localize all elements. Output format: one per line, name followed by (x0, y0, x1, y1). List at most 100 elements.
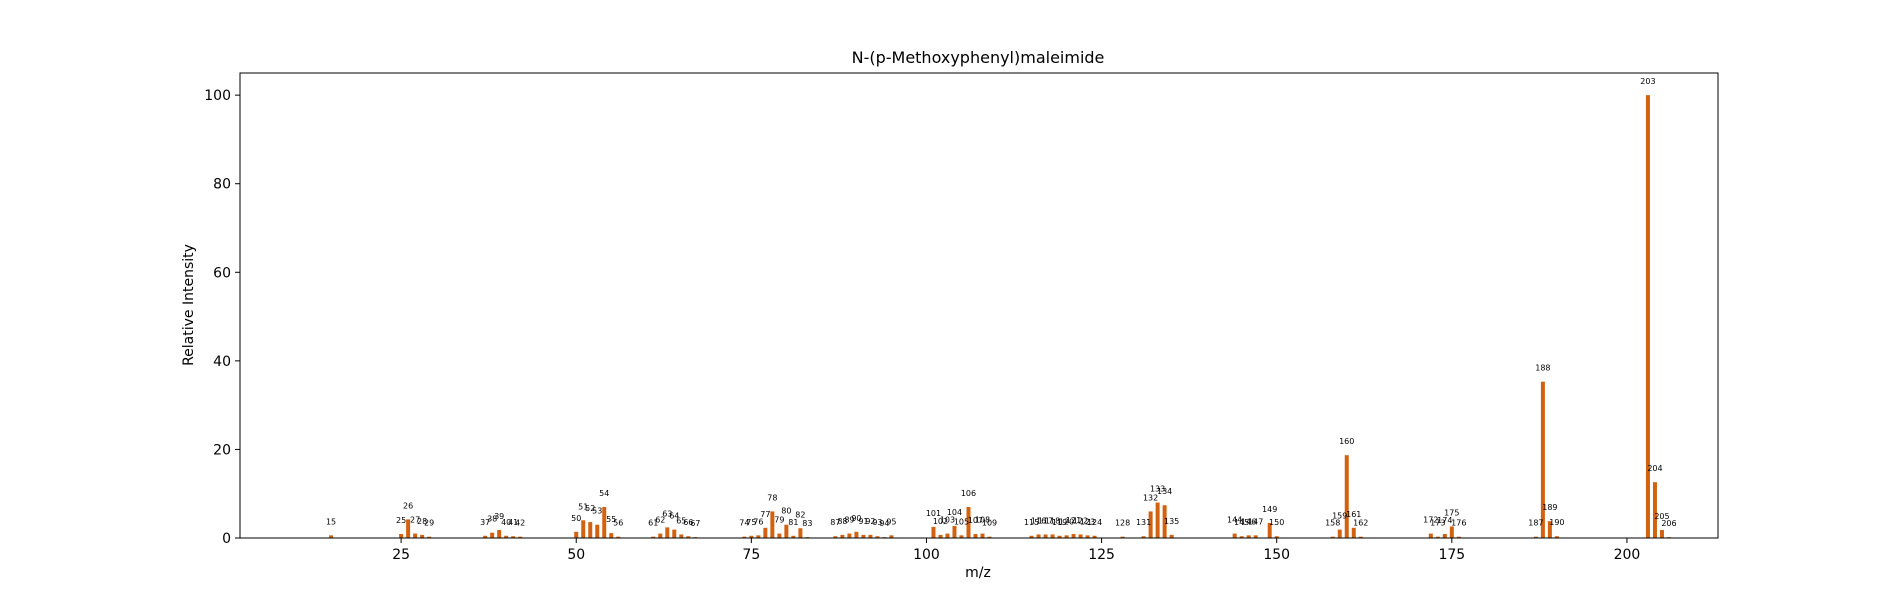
peak-bar-144 (1232, 533, 1237, 538)
peak-label-91: 91 (858, 517, 868, 526)
y-tick-label: 60 (213, 265, 231, 281)
peak-label-133: 133 (1150, 485, 1165, 494)
peak-bar-101 (931, 526, 936, 538)
peak-label-27: 27 (410, 516, 420, 525)
peak-label-74: 74 (739, 519, 749, 528)
peak-bar-204 (1652, 482, 1657, 538)
peak-bar-108 (980, 533, 985, 538)
peak-label-38: 38 (487, 515, 497, 524)
x-axis: 25 50 75 100 125 150 175 200 (392, 538, 1640, 563)
peak-bar-176 (1456, 536, 1461, 538)
peak-label-93: 93 (872, 518, 882, 527)
peak-label-190: 190 (1549, 518, 1564, 527)
peak-bar-26 (406, 519, 411, 538)
peak-bar-150 (1274, 536, 1279, 538)
peak-label-175: 175 (1444, 508, 1459, 517)
peak-label-132: 132 (1143, 493, 1158, 502)
peak-bar-82 (798, 528, 803, 538)
x-tick-label: 150 (1263, 547, 1290, 563)
peak-label-56: 56 (613, 519, 623, 528)
peak-bar-121 (1071, 534, 1076, 538)
peak-bar-62 (658, 533, 663, 538)
peak-label-119: 119 (1052, 518, 1067, 527)
peak-label-102: 102 (933, 517, 948, 526)
peak-label-28: 28 (417, 517, 427, 526)
peak-bar-134 (1162, 505, 1167, 538)
peak-label-106: 106 (961, 489, 976, 498)
peak-label-146: 146 (1241, 517, 1256, 526)
peak-bar-64 (672, 529, 677, 538)
peak-bar-205 (1659, 530, 1664, 538)
peak-label-15: 15 (326, 517, 336, 526)
peak-bar-65 (679, 534, 684, 538)
peak-label-39: 39 (494, 512, 504, 521)
peak-bar-75 (749, 535, 754, 538)
peak-label-124: 124 (1087, 518, 1102, 527)
peak-label-161: 161 (1346, 510, 1361, 519)
peak-bar-117 (1043, 534, 1048, 538)
peak-label-90: 90 (851, 514, 861, 523)
peak-bar-160 (1344, 455, 1349, 538)
peak-label-41: 41 (508, 518, 518, 527)
peak-label-79: 79 (774, 516, 784, 525)
peak-label-118: 118 (1045, 516, 1060, 525)
peak-label-103: 103 (940, 516, 955, 525)
peak-label-128: 128 (1115, 519, 1130, 528)
peak-label-149: 149 (1262, 505, 1277, 514)
peak-bar-189 (1547, 521, 1552, 538)
y-tick-label: 0 (222, 531, 231, 547)
peak-bar-149 (1267, 522, 1272, 538)
peak-label-61: 61 (648, 519, 658, 528)
peak-label-40: 40 (501, 518, 511, 527)
peak-bar-158 (1330, 536, 1335, 538)
peak-bar-87 (833, 536, 838, 538)
peak-label-52: 52 (585, 504, 595, 513)
peak-bar-95 (889, 535, 894, 538)
peak-bar-173 (1435, 536, 1440, 538)
peak-bar-120 (1064, 535, 1069, 538)
peak-label-115: 115 (1024, 518, 1039, 527)
peak-bar-159 (1337, 529, 1342, 538)
peak-label-67: 67 (690, 519, 700, 528)
peak-label-76: 76 (753, 517, 763, 526)
peak-label-107: 107 (968, 516, 983, 525)
peak-bar-161 (1351, 527, 1356, 538)
peak-bar-104 (952, 526, 957, 538)
peak-bar-25 (399, 534, 404, 538)
peak-label-63: 63 (662, 509, 672, 518)
peak-label-25: 25 (396, 516, 406, 525)
peak-label-131: 131 (1136, 518, 1151, 527)
peak-label-81: 81 (788, 518, 798, 527)
peak-label-78: 78 (767, 493, 777, 502)
peak-bar-203 (1645, 95, 1650, 539)
peak-label-29: 29 (424, 519, 434, 528)
bar-series (329, 95, 1671, 539)
peak-bar-41 (511, 536, 516, 538)
peak-label-134: 134 (1157, 487, 1172, 496)
y-tick-label: 40 (213, 354, 231, 370)
peak-label-50: 50 (571, 514, 581, 523)
peak-bar-37 (483, 535, 488, 538)
peak-bar-123 (1085, 535, 1090, 538)
peak-bar-124 (1092, 535, 1097, 538)
peak-bar-76 (756, 535, 761, 538)
peak-bar-91 (861, 534, 866, 538)
peak-label-75: 75 (746, 518, 756, 527)
peak-bar-66 (686, 536, 691, 538)
peak-bar-107 (973, 534, 978, 538)
peak-label-173: 173 (1430, 519, 1445, 528)
peak-label-150: 150 (1269, 518, 1284, 527)
y-axis: 0 20 40 60 80 100 (204, 88, 240, 547)
peak-label-108: 108 (975, 516, 990, 525)
peak-bar-188 (1540, 381, 1545, 538)
peak-label-51: 51 (578, 502, 588, 511)
y-tick-label: 20 (213, 442, 231, 458)
peak-label-105: 105 (954, 517, 969, 526)
peak-label-54: 54 (599, 489, 609, 498)
peak-bar-118 (1050, 534, 1055, 538)
peak-bar-54 (602, 507, 607, 538)
peak-bar-105 (959, 535, 964, 538)
peak-label-53: 53 (592, 507, 602, 516)
peak-bar-50 (574, 531, 579, 538)
peak-bar-115 (1029, 535, 1034, 538)
